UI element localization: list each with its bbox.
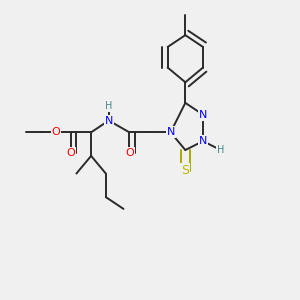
Text: O: O	[125, 148, 134, 158]
Text: H: H	[105, 101, 112, 111]
Text: H: H	[217, 145, 224, 155]
Text: S: S	[181, 164, 189, 177]
Text: O: O	[66, 148, 75, 158]
Text: O: O	[51, 127, 60, 137]
Text: N: N	[105, 116, 113, 126]
Text: N: N	[199, 136, 207, 146]
Text: N: N	[167, 127, 175, 137]
Text: N: N	[199, 110, 207, 120]
